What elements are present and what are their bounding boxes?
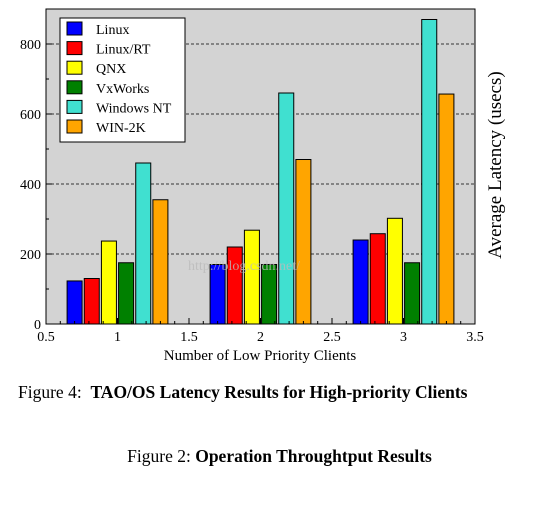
bar-win-2k-3 [438,93,455,325]
legend-label: WIN-2K [96,121,146,136]
latency-bar-chart: http://blog.csdn.net/ 0 200 400 600 800 0.5 1 1… [20,8,506,364]
bar-qnx-3 [386,217,403,325]
y-tick-label: 600 [20,108,41,123]
bar-vxworks-3 [404,262,421,325]
bar-qnx-2 [243,229,260,325]
legend-swatch [66,80,83,95]
bar-win-2k-2 [295,159,312,325]
legend-label: QNX [96,62,126,77]
bar-linux-3 [352,239,369,325]
y-tick-label: 200 [20,248,41,263]
bar-windows-nt-3 [421,19,438,325]
figure-4-title: TAO/OS Latency Results for High-priority… [90,382,468,402]
legend-label: Windows NT [96,101,172,116]
x-tick-label: 0.5 [37,330,55,345]
bar-vxworks-1 [118,262,135,325]
figure-2-label: Figure 2: [127,446,191,466]
figure-2-title: Operation Throughtput Results [195,446,432,466]
figure-4-caption: Figure 4: TAO/OS Latency Results for Hig… [18,380,508,404]
legend-swatch [66,119,83,134]
legend-swatch [66,41,83,56]
x-tick-label: 2.5 [323,330,341,345]
legend-swatch [66,99,83,114]
legend-swatch [66,60,83,75]
figure-2-caption: Figure 2: Operation Throughtput Results [0,446,559,467]
legend-label: Linux [96,23,129,38]
bar-windows-nt-1 [135,162,152,325]
bars [66,19,455,325]
y-tick-label: 800 [20,38,41,53]
y-tick-label: 400 [20,178,41,193]
y-tick-label: 0 [34,318,41,333]
legend-label: Linux/RT [96,43,151,58]
x-axis-label: Number of Low Priority Clients [164,348,357,364]
x-tick-label: 3 [400,330,407,345]
bar-linux-rt-1 [83,278,100,325]
bar-win-2k-1 [152,199,169,325]
legend-swatch [66,21,83,36]
bar-windows-nt-2 [278,92,295,325]
bar-qnx-1 [100,240,117,325]
bar-linux-1 [66,280,83,325]
x-tick-label: 1.5 [180,330,198,345]
watermark: http://blog.csdn.net/ [188,259,300,274]
x-tick-label: 2 [257,330,264,345]
y-axis-label: Average Latency (usecs) [485,71,506,258]
axis-ticks: 0 200 400 600 800 0.5 1 1.5 2 2.5 3 3.5 [20,8,484,345]
figure-4-label: Figure 4: [18,382,82,402]
x-tick-label: 1 [114,330,121,345]
bar-linux-rt-3 [369,233,386,325]
x-tick-label: 3.5 [466,330,484,345]
legend: Linux Linux/RT QNX VxWorks Windows NT WIN-2K [59,17,186,143]
legend-label: VxWorks [96,82,149,97]
